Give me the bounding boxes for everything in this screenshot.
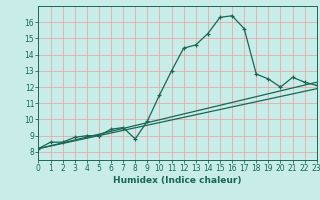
X-axis label: Humidex (Indice chaleur): Humidex (Indice chaleur) [113,176,242,185]
